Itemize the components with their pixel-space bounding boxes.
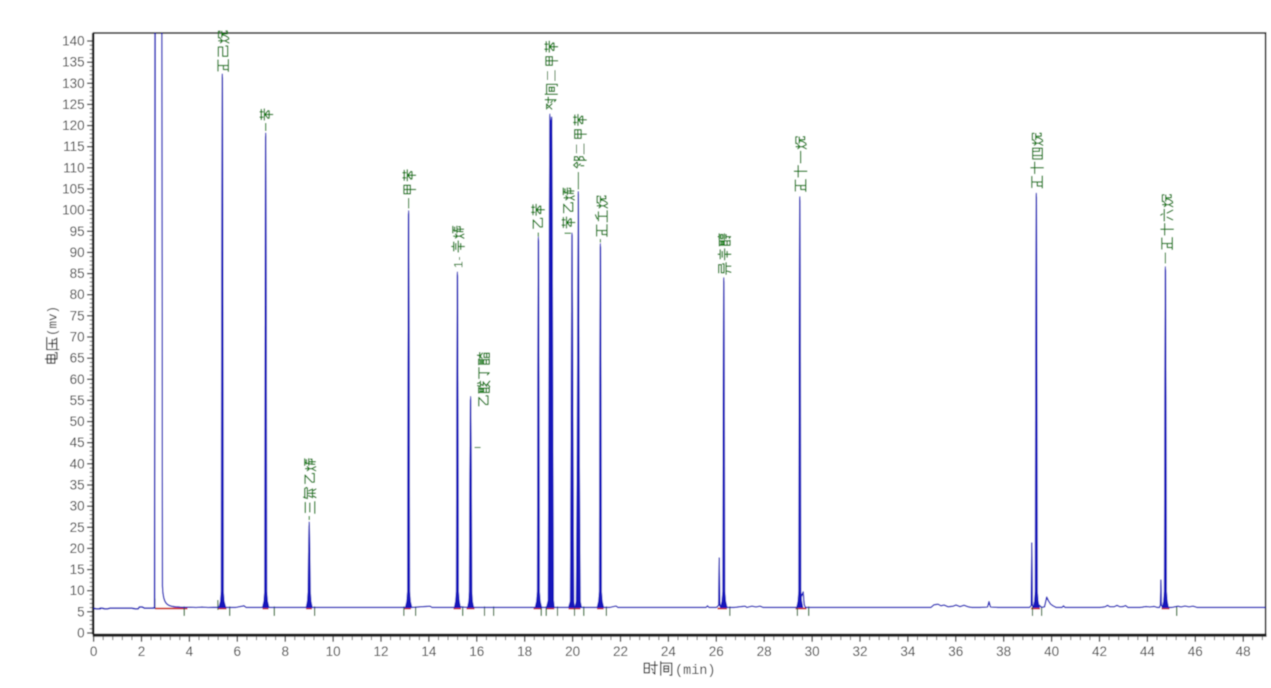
svg-text:25: 25 [70,520,85,535]
svg-text:105: 105 [62,182,85,197]
svg-text:42: 42 [1092,644,1107,659]
svg-text:34: 34 [900,644,916,659]
svg-text:45: 45 [70,435,85,450]
svg-text:5: 5 [77,604,85,619]
svg-text:6: 6 [234,644,242,659]
svg-text:80: 80 [70,287,85,302]
svg-text:36: 36 [948,644,963,659]
svg-text:14: 14 [421,644,437,659]
svg-text:18: 18 [517,644,532,659]
svg-text:46: 46 [1188,644,1203,659]
svg-text:二: 二 [573,143,587,155]
svg-text:50: 50 [70,414,85,429]
svg-text:30: 30 [70,499,85,514]
svg-text:135: 135 [62,55,85,70]
svg-text:24: 24 [661,644,677,659]
svg-text:48: 48 [1236,644,1251,659]
svg-text:15: 15 [70,562,85,577]
svg-text:8: 8 [281,644,289,659]
svg-text:44: 44 [1140,644,1156,659]
svg-text:125: 125 [62,97,85,112]
svg-text:140: 140 [62,34,85,49]
svg-text:75: 75 [70,308,85,323]
svg-text:130: 130 [62,76,85,91]
svg-text:30: 30 [805,644,820,659]
svg-text:26: 26 [709,644,724,659]
svg-text:22: 22 [613,644,628,659]
svg-text:35: 35 [70,478,85,493]
svg-text:二: 二 [545,70,559,82]
svg-text:0: 0 [90,644,98,659]
svg-text:2: 2 [138,644,146,659]
svg-text:40: 40 [70,456,85,471]
svg-text:20: 20 [565,644,580,659]
svg-text:95: 95 [70,224,85,239]
svg-text:0: 0 [77,626,85,641]
svg-text:90: 90 [70,245,85,260]
svg-text:38: 38 [996,644,1011,659]
svg-text:28: 28 [757,644,772,659]
svg-text:10: 10 [70,583,85,598]
svg-text:65: 65 [70,351,85,366]
svg-text:115: 115 [63,139,85,154]
svg-text:(min): (min) [675,664,716,679]
svg-text:16: 16 [469,644,484,659]
svg-text:100: 100 [62,203,85,218]
svg-text:(mv): (mv) [47,306,61,336]
svg-text:70: 70 [70,330,85,345]
svg-text:32: 32 [852,644,867,659]
svg-text:110: 110 [63,160,85,175]
svg-text:120: 120 [62,118,85,133]
svg-text:1: 1 [451,261,465,268]
svg-text:-: - [451,257,465,261]
svg-text:40: 40 [1044,644,1059,659]
svg-text:20: 20 [70,541,85,556]
svg-text:55: 55 [70,393,85,408]
svg-text:85: 85 [70,266,85,281]
svg-text:4: 4 [186,644,194,659]
svg-text:12: 12 [373,644,388,659]
svg-text:60: 60 [70,372,85,387]
svg-text:10: 10 [326,644,341,659]
